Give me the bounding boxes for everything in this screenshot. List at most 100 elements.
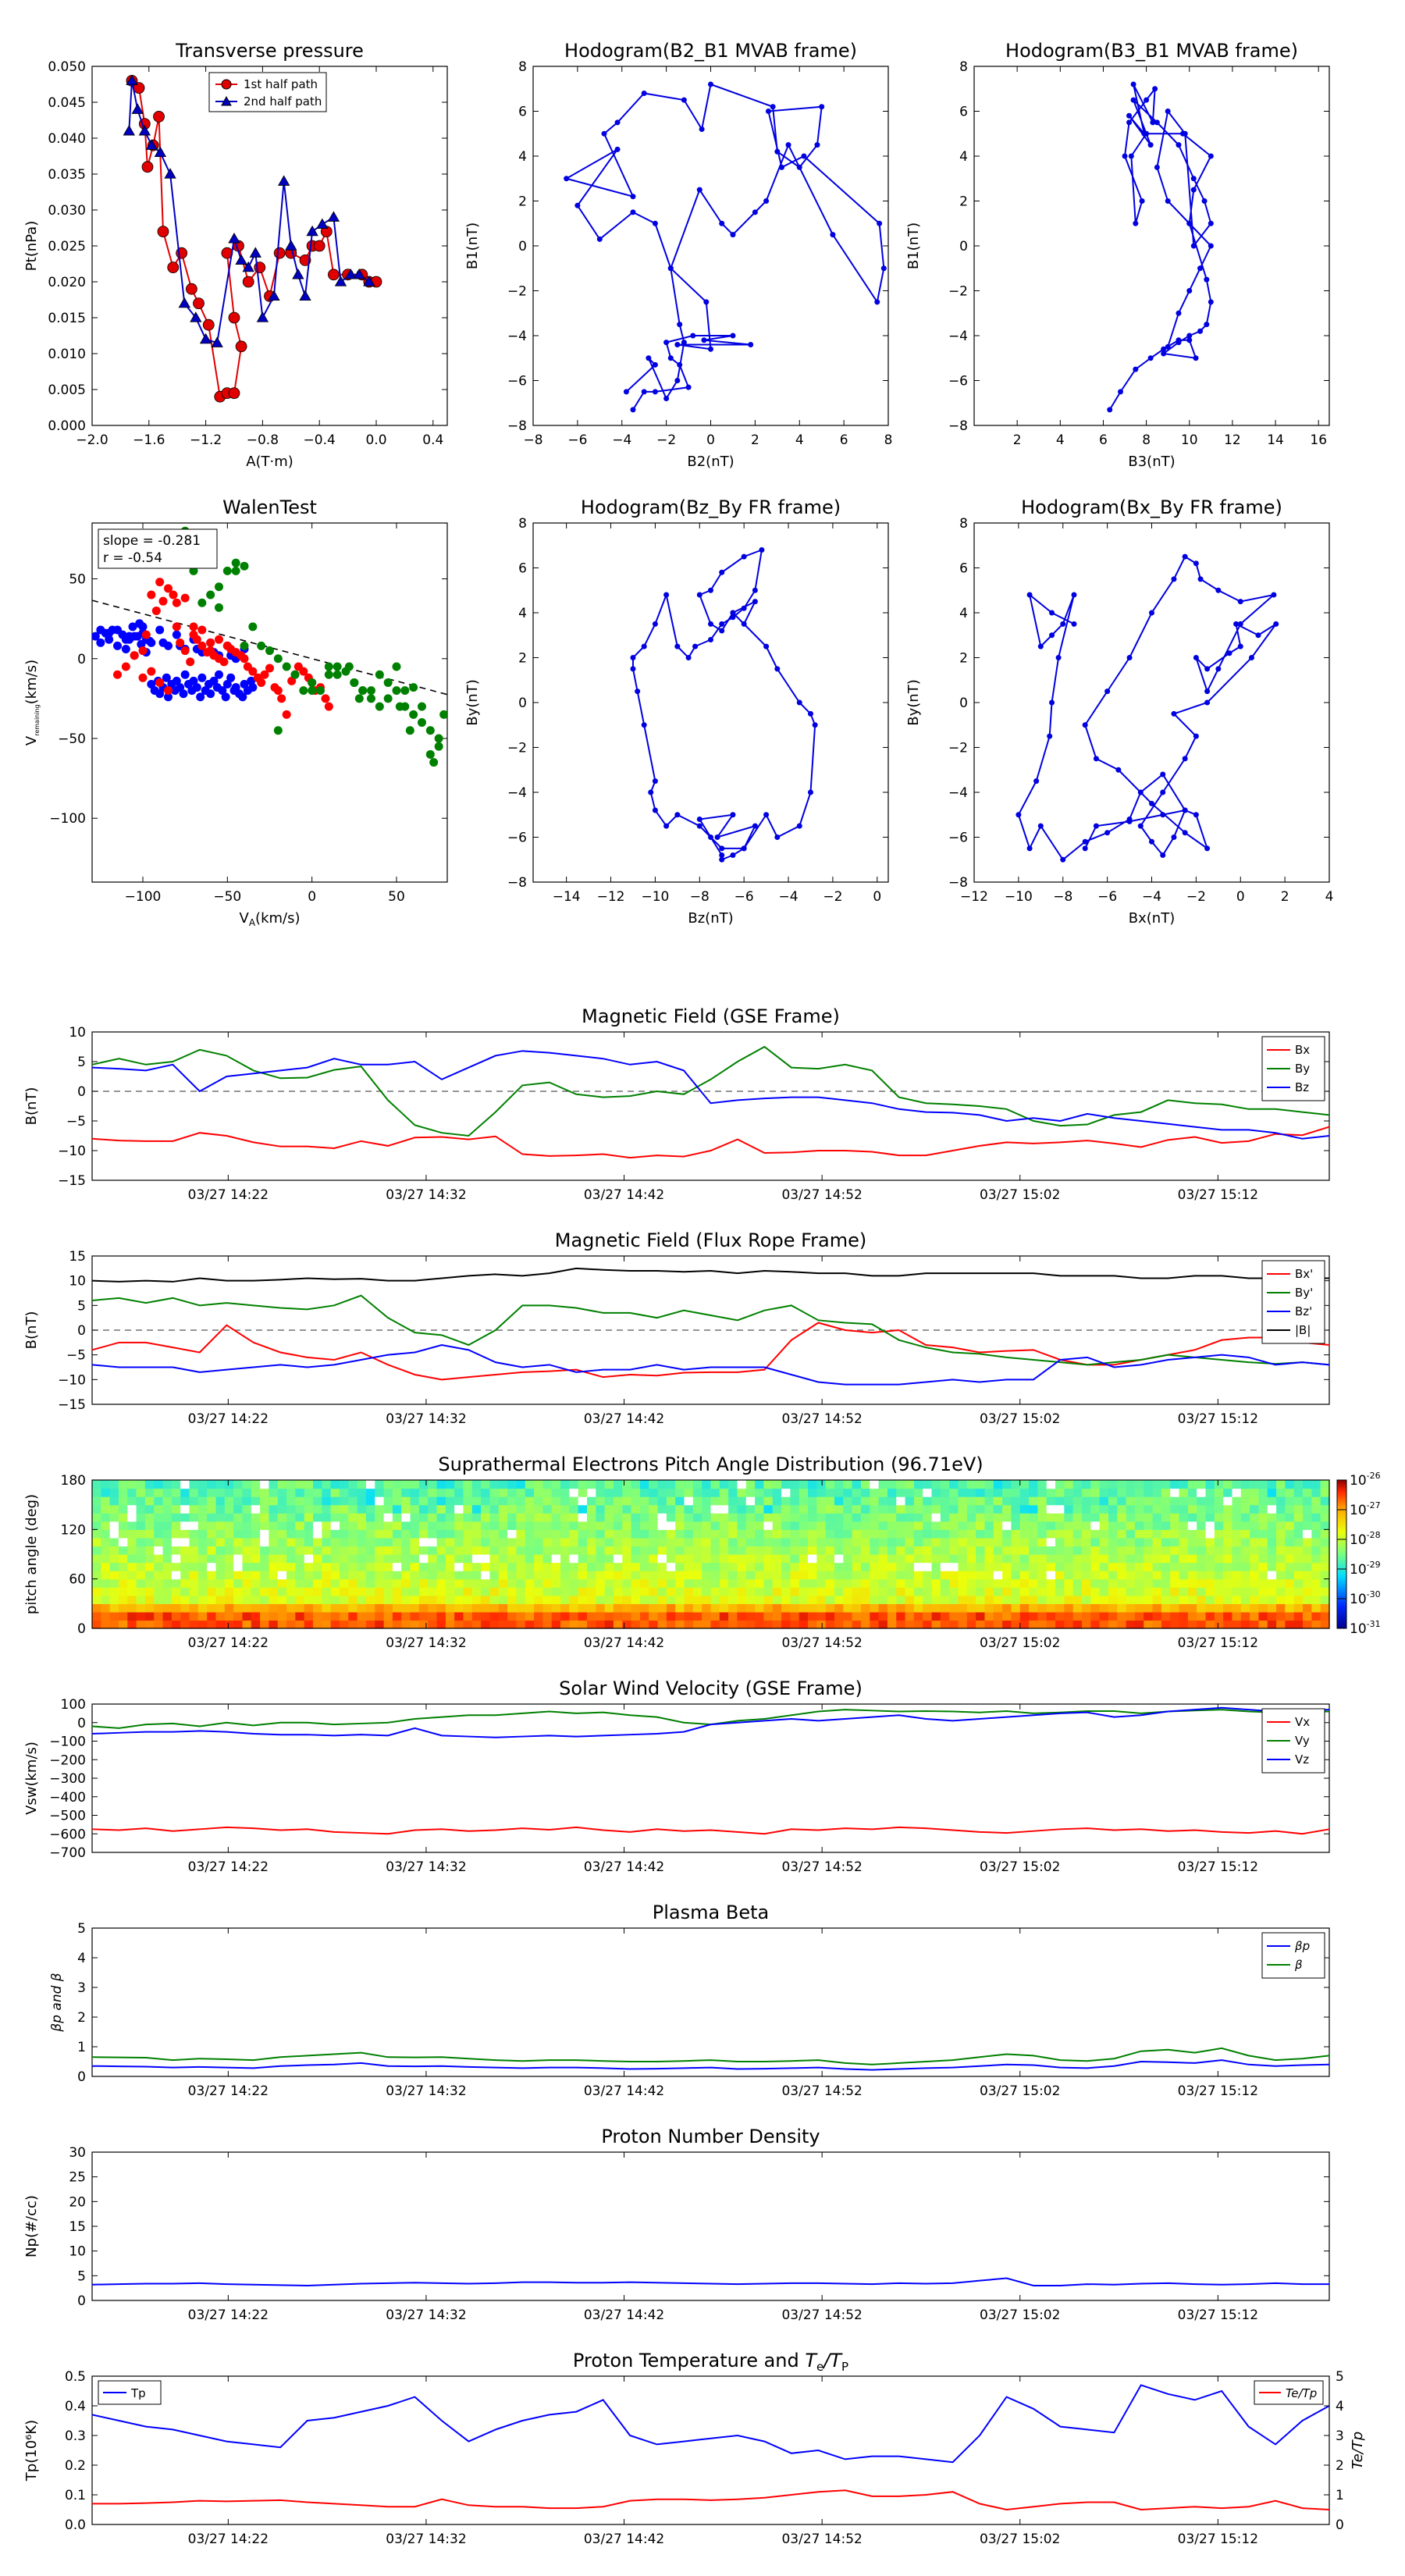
heatmap-cell [322,1571,332,1580]
panel-2: Hodogram(B3_B1 MVAB frame)2 4 6 8 10 12 14 16−8… [905,40,1330,470]
heatmap-cell [622,1504,632,1514]
heatmap-cell [913,1529,923,1539]
heatmap-cell [976,1504,986,1514]
heatmap-cell [1197,1546,1207,1555]
heatmap-cell [242,1521,252,1530]
data-point [1139,198,1145,204]
data-point [779,164,784,170]
heatmap-cell [365,1513,375,1522]
heatmap-cell [313,1488,322,1497]
heatmap-cell [799,1537,809,1547]
heatmap-cell [1108,1603,1118,1613]
heatmap-cell [587,1504,596,1514]
heatmap-cell [180,1603,190,1613]
heatmap-cell [860,1521,870,1530]
x-axis-label: B3(nT) [1128,454,1175,470]
heatmap-cell [507,1611,518,1621]
data-point [400,686,410,696]
heatmap-cell [1126,1595,1136,1604]
heatmap-cell [799,1611,809,1621]
heatmap-cell [471,1571,482,1580]
heatmap-cell [745,1529,756,1539]
heatmap-cell [269,1529,279,1539]
heatmap-cell [1134,1488,1144,1497]
heatmap-cell [684,1578,694,1588]
heatmap-cell [1285,1529,1295,1539]
heatmap-cell [870,1587,880,1596]
heatmap-cell [631,1537,641,1547]
heatmap-cell [92,1496,101,1506]
heatmap-cell [976,1496,986,1506]
heatmap-cell [1258,1620,1268,1629]
heatmap-cell [649,1562,659,1571]
heatmap-cell [604,1546,614,1555]
heatmap-cell [649,1620,659,1629]
heatmap-cell [816,1587,827,1596]
heatmap-cell [224,1546,234,1555]
data-point [153,110,165,123]
heatmap-cell [799,1603,809,1613]
heatmap-cell [154,1620,164,1629]
heatmap-cell [1223,1611,1233,1621]
heatmap-cell [949,1537,959,1547]
heatmap-cell [763,1521,774,1530]
heatmap-cell [313,1571,322,1580]
data-point [164,686,173,696]
data-point [719,220,725,226]
heatmap-cell [269,1611,279,1621]
x-tick-label: −10 [1005,889,1033,905]
heatmap-cell [728,1537,738,1547]
heatmap-cell [118,1521,128,1530]
heatmap-cell [127,1587,137,1596]
heatmap-cell [171,1595,181,1604]
heatmap-cell [940,1571,950,1580]
heatmap-cell [808,1595,817,1604]
heatmap-cell [825,1620,835,1629]
heatmap-cell [1117,1620,1127,1629]
x-tick-label: 4 [1325,889,1334,905]
heatmap-cell [984,1488,994,1497]
y-tick-label: −2 [948,284,968,300]
heatmap-cell [949,1529,959,1539]
heatmap-cell [498,1529,508,1539]
heatmap-cell [233,1620,244,1629]
data-point [630,407,636,413]
heatmap-cell [313,1504,322,1514]
heatmap-cell [1223,1578,1233,1588]
heatmap-cell [375,1554,385,1564]
data-point [242,276,254,288]
heatmap-cell [1055,1496,1065,1506]
time-tick-label: 03/27 14:32 [386,1859,466,1875]
heatmap-cell [471,1488,482,1497]
heatmap-cell [913,1611,923,1621]
heatmap-cell [542,1554,553,1564]
panel-title: Magnetic Field (Flux Rope Frame) [555,1229,866,1251]
heatmap-cell [551,1521,561,1530]
heatmap-cell [489,1595,500,1604]
heatmap-cell [454,1546,464,1555]
heatmap-cell [1320,1595,1330,1604]
data-point [696,817,702,822]
data-point [147,679,156,688]
heatmap-cell [728,1562,738,1571]
heatmap-cell [596,1488,606,1497]
heatmap-cell [878,1571,888,1580]
heatmap-cell [816,1521,827,1530]
heatmap-cell [1082,1546,1091,1555]
heatmap-cell [1099,1504,1109,1514]
data-point [313,240,325,252]
heatmap-cell [710,1587,720,1596]
panel-title: Transverse pressure [175,40,364,62]
data-point [1033,778,1040,785]
x-tick-label: 2 [1013,432,1022,448]
heatmap-cell [242,1480,252,1489]
heatmap-cell [1303,1578,1312,1588]
heatmap-cell [860,1603,870,1613]
heatmap-cell [763,1529,774,1539]
ts-panel-3: Solar Wind Velocity (GSE Frame)−700−600−… [23,1678,1330,1875]
data-point [674,378,681,383]
y-tick-label: 0 [77,2069,86,2085]
heatmap-cell [1134,1537,1144,1547]
data-point [1160,789,1166,795]
heatmap-cell [825,1546,835,1555]
